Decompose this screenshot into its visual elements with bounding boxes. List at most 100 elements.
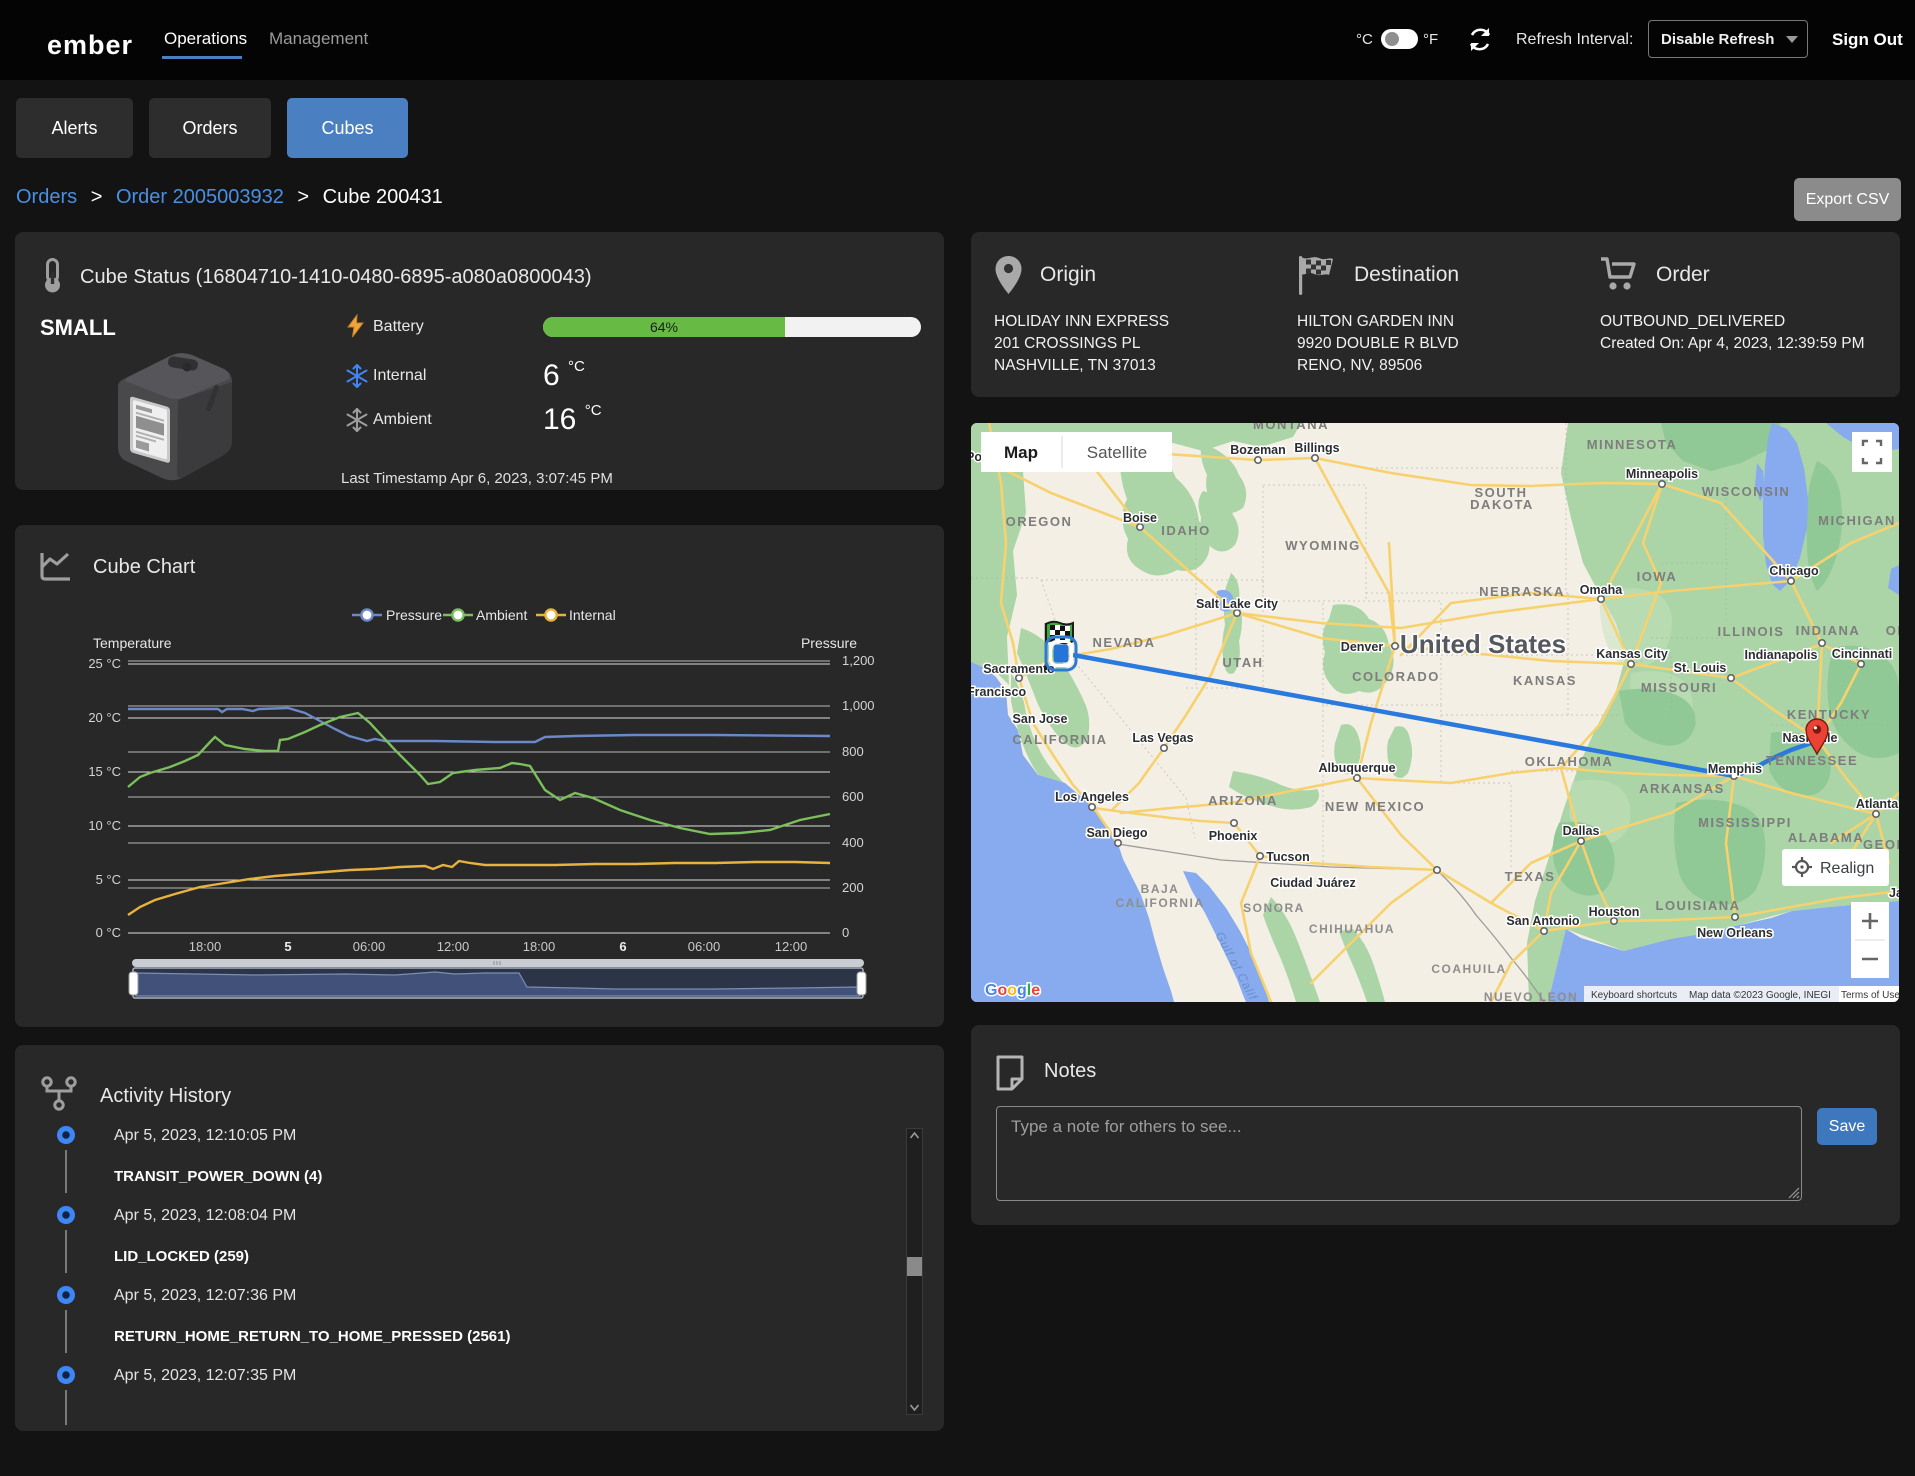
svg-text:CHIHUAHUA: CHIHUAHUA	[1309, 922, 1395, 936]
svg-text:Phoenix: Phoenix	[1209, 829, 1258, 843]
svg-text:Internal: Internal	[569, 607, 616, 623]
svg-text:KENTUCKY: KENTUCKY	[1787, 707, 1871, 722]
svg-text:ILLINOIS: ILLINOIS	[1718, 624, 1785, 639]
svg-text:600: 600	[842, 789, 864, 804]
svg-text:Omaha: Omaha	[1580, 583, 1623, 597]
svg-text:Keyboard shortcuts: Keyboard shortcuts	[1591, 990, 1677, 1001]
svg-text:18:00: 18:00	[523, 939, 556, 954]
svg-text:SONORA: SONORA	[1243, 901, 1305, 915]
svg-text:5: 5	[284, 939, 291, 954]
svg-text:OKLAHOMA: OKLAHOMA	[1525, 754, 1614, 769]
svg-text:0 °C: 0 °C	[96, 925, 121, 940]
svg-text:200: 200	[842, 880, 864, 895]
svg-text:Los Angeles: Los Angeles	[1055, 790, 1129, 804]
svg-text:OREGON: OREGON	[1006, 514, 1073, 529]
svg-text:20 °C: 20 °C	[88, 710, 121, 725]
svg-text:Ciudad Juárez: Ciudad Juárez	[1270, 876, 1355, 890]
svg-text:San Diego: San Diego	[1086, 826, 1147, 840]
svg-text:ARKANSAS: ARKANSAS	[1639, 781, 1725, 796]
svg-text:GEORG: GEORG	[1863, 837, 1899, 852]
svg-text:TEXAS: TEXAS	[1505, 869, 1556, 884]
svg-text:06:00: 06:00	[353, 939, 386, 954]
svg-text:NEBRASKA: NEBRASKA	[1479, 584, 1565, 599]
svg-text:Map: Map	[1004, 443, 1038, 462]
svg-text:Tucson: Tucson	[1266, 850, 1310, 864]
svg-text:5 °C: 5 °C	[96, 872, 121, 887]
svg-text:OH: OH	[1886, 623, 1899, 638]
svg-text:St. Louis: St. Louis	[1674, 661, 1727, 675]
svg-text:6: 6	[619, 939, 626, 954]
svg-text:Ja: Ja	[1889, 886, 1899, 900]
svg-text:10 °C: 10 °C	[88, 818, 121, 833]
svg-text:Temperature: Temperature	[93, 635, 172, 651]
svg-text:25 °C: 25 °C	[88, 656, 121, 671]
svg-text:800: 800	[842, 744, 864, 759]
svg-text:United States: United States	[1400, 629, 1566, 659]
svg-text:WISCONSIN: WISCONSIN	[1702, 484, 1791, 499]
svg-text:0: 0	[842, 925, 849, 940]
svg-text:18:00: 18:00	[189, 939, 222, 954]
svg-text:Atlanta: Atlanta	[1856, 797, 1899, 811]
svg-text:Billings: Billings	[1294, 441, 1339, 455]
svg-text:NEW MEXICO: NEW MEXICO	[1325, 799, 1425, 814]
svg-text:Minneapolis: Minneapolis	[1626, 467, 1698, 481]
svg-text:ARIZONA: ARIZONA	[1208, 793, 1278, 808]
svg-text:MINNESOTA: MINNESOTA	[1587, 437, 1678, 452]
svg-text:NUEVO LEON: NUEVO LEON	[1484, 990, 1578, 1002]
svg-text:IDAHO: IDAHO	[1161, 523, 1210, 538]
svg-text:Cincinnati: Cincinnati	[1832, 647, 1892, 661]
svg-text:MONTANA: MONTANA	[1253, 423, 1329, 432]
svg-text:COAHUILA: COAHUILA	[1431, 962, 1506, 976]
svg-text:Po: Po	[971, 450, 982, 464]
svg-text:IOWA: IOWA	[1637, 569, 1678, 584]
svg-text:Memphis: Memphis	[1708, 762, 1762, 776]
svg-text:UTAH: UTAH	[1222, 655, 1263, 670]
svg-text:INDIANA: INDIANA	[1796, 623, 1861, 638]
svg-text:Bozeman: Bozeman	[1230, 443, 1286, 457]
svg-text:CALIFORNIA: CALIFORNIA	[1012, 732, 1107, 747]
svg-text:Terms of Use: Terms of Use	[1841, 990, 1899, 1001]
svg-text:BAJA: BAJA	[1141, 882, 1180, 896]
svg-text:n Francisco: n Francisco	[971, 685, 1026, 699]
svg-text:NEVADA: NEVADA	[1093, 635, 1156, 650]
svg-text:Map data ©2023 Google, INEGI: Map data ©2023 Google, INEGI	[1689, 990, 1831, 1001]
svg-text:Albuquerque: Albuquerque	[1318, 761, 1395, 775]
svg-text:KANSAS: KANSAS	[1513, 673, 1577, 688]
svg-text:1,000: 1,000	[842, 698, 875, 713]
svg-text:DAKOTA: DAKOTA	[1470, 497, 1534, 512]
svg-text:LOUISIANA: LOUISIANA	[1656, 898, 1741, 913]
svg-text:12:00: 12:00	[437, 939, 470, 954]
svg-text:New Orleans: New Orleans	[1697, 926, 1773, 940]
svg-text:Satellite: Satellite	[1087, 443, 1147, 462]
svg-text:MISSOURI: MISSOURI	[1641, 680, 1717, 695]
svg-text:400: 400	[842, 835, 864, 850]
svg-text:Boise: Boise	[1123, 511, 1157, 525]
svg-text:Sacramento: Sacramento	[983, 662, 1055, 676]
svg-text:San Jose: San Jose	[1013, 712, 1068, 726]
svg-text:Dallas: Dallas	[1563, 824, 1600, 838]
svg-text:SOUTH: SOUTH	[1475, 485, 1528, 500]
svg-text:Indianapolis: Indianapolis	[1745, 648, 1818, 662]
svg-text:15 °C: 15 °C	[88, 764, 121, 779]
svg-text:WYOMING: WYOMING	[1285, 538, 1361, 553]
svg-text:06:00: 06:00	[688, 939, 721, 954]
svg-text:MICHIGAN: MICHIGAN	[1818, 513, 1896, 528]
svg-text:1,200: 1,200	[842, 653, 875, 668]
svg-text:ALABAMA: ALABAMA	[1788, 830, 1864, 845]
svg-text:Pressure: Pressure	[386, 607, 442, 623]
svg-text:San Antonio: San Antonio	[1506, 914, 1580, 928]
svg-text:12:00: 12:00	[775, 939, 808, 954]
svg-text:CALIFORNIA: CALIFORNIA	[1116, 896, 1205, 910]
svg-text:Google: Google	[985, 982, 1040, 999]
svg-text:Houston: Houston	[1589, 905, 1640, 919]
svg-text:Las Vegas: Las Vegas	[1132, 731, 1193, 745]
svg-text:Salt Lake City: Salt Lake City	[1196, 597, 1278, 611]
svg-text:Ambient: Ambient	[476, 607, 527, 623]
svg-text:Denver: Denver	[1341, 640, 1384, 654]
svg-text:Pressure: Pressure	[801, 635, 857, 651]
svg-text:Chicago: Chicago	[1769, 564, 1819, 578]
svg-text:TENNESSEE: TENNESSEE	[1766, 753, 1858, 768]
svg-text:COLORADO: COLORADO	[1352, 669, 1440, 684]
svg-text:MISSISSIPPI: MISSISSIPPI	[1698, 815, 1792, 830]
svg-text:Kansas City: Kansas City	[1596, 647, 1668, 661]
